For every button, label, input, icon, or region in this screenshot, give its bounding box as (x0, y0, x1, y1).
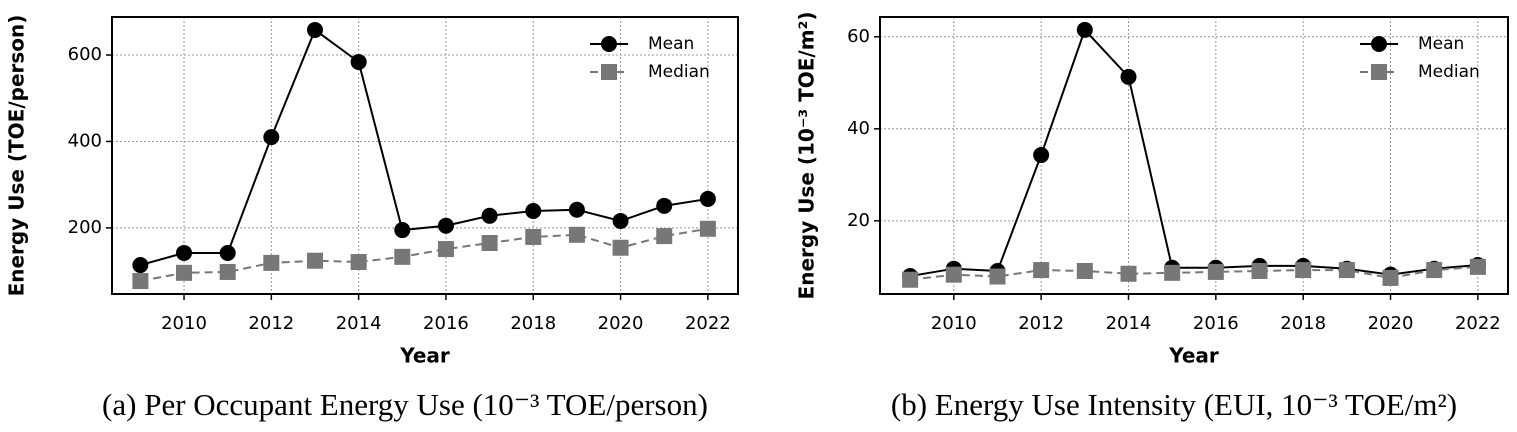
y-tick-label: 600 (68, 44, 102, 65)
legend-label: Mean (1418, 34, 1464, 54)
marker (437, 217, 454, 234)
marker (612, 239, 629, 256)
marker (525, 203, 542, 220)
marker (1033, 262, 1050, 279)
marker (306, 21, 323, 38)
legend-marker (601, 64, 617, 80)
x-tick-label: 2014 (1106, 313, 1152, 334)
x-tick-label: 2010 (161, 313, 207, 334)
chart: 2010 2012 2014 2016 2018 2020 2022 20 40 60 Mean Me… (795, 12, 1509, 422)
legend-marker (601, 36, 617, 52)
y-tick-label: 40 (847, 118, 870, 139)
x-tick-label: 2012 (1018, 313, 1064, 334)
marker (656, 228, 673, 245)
caption: (b) Energy Use Intensity (EUI, 10⁻³ TOE/… (891, 387, 1457, 422)
marker (219, 244, 236, 261)
marker (176, 244, 193, 261)
marker (989, 268, 1006, 285)
marker (263, 129, 280, 146)
marker (350, 254, 367, 271)
marker (699, 220, 716, 237)
marker (656, 197, 673, 214)
chart: 2010 2012 2014 2016 2018 2020 2022 200 400 600 Mea… (5, 15, 739, 422)
marker (568, 201, 585, 218)
legend-marker (1371, 64, 1387, 80)
marker (1426, 262, 1443, 279)
y-tick-label: 400 (68, 130, 102, 151)
marker (394, 222, 411, 239)
marker (1076, 21, 1093, 38)
y-tick-label: 200 (68, 217, 102, 238)
x-tick-label: 2014 (336, 313, 382, 334)
marker (1382, 269, 1399, 286)
marker (1251, 262, 1268, 279)
x-tick-label: 2016 (423, 313, 469, 334)
marker (481, 207, 498, 224)
marker (612, 212, 629, 229)
marker (1295, 262, 1312, 279)
marker (902, 271, 919, 288)
marker (132, 273, 149, 290)
legend-label: Median (1418, 62, 1480, 82)
marker (306, 252, 323, 269)
marker (437, 241, 454, 258)
marker (219, 263, 236, 280)
y-axis-label: Energy Use (10⁻³ TOE/m²) (795, 12, 819, 300)
marker (132, 257, 149, 274)
x-tick-label: 2018 (1280, 313, 1326, 334)
marker (1120, 68, 1137, 85)
marker (1469, 258, 1486, 275)
marker (394, 248, 411, 265)
marker (263, 254, 280, 271)
x-tick-label: 2016 (1193, 313, 1239, 334)
x-tick-label: 2022 (1455, 313, 1501, 334)
marker (481, 235, 498, 252)
marker (1076, 262, 1093, 279)
x-tick-label: 2012 (248, 313, 294, 334)
x-tick-label: 2018 (510, 313, 556, 334)
legend-marker (1371, 36, 1387, 52)
series-line (909, 27, 1478, 278)
x-tick-label: 2020 (598, 313, 644, 334)
marker (1338, 262, 1355, 279)
marker (525, 228, 542, 245)
marker (1120, 265, 1137, 282)
x-axis-label: Year (1168, 344, 1219, 368)
marker (176, 264, 193, 281)
marker (350, 53, 367, 70)
plot-frame (111, 16, 739, 295)
marker (1164, 264, 1181, 281)
legend-label: Mean (648, 34, 694, 54)
marker (699, 190, 716, 207)
marker (945, 266, 962, 283)
y-tick-label: 60 (847, 26, 870, 47)
series-line (140, 28, 709, 267)
y-axis-label: Energy Use (TOE/person) (5, 15, 29, 297)
caption: (a) Per Occupant Energy Use (10⁻³ TOE/pe… (102, 387, 708, 422)
marker (1207, 263, 1224, 280)
marker (568, 226, 585, 243)
legend-label: Median (648, 62, 710, 82)
x-tick-label: 2020 (1368, 313, 1414, 334)
x-tick-label: 2010 (931, 313, 977, 334)
plot-frame (879, 16, 1509, 295)
x-axis-label: Year (399, 344, 450, 368)
x-tick-label: 2022 (685, 313, 731, 334)
y-tick-label: 20 (847, 210, 870, 231)
marker (1033, 147, 1050, 164)
